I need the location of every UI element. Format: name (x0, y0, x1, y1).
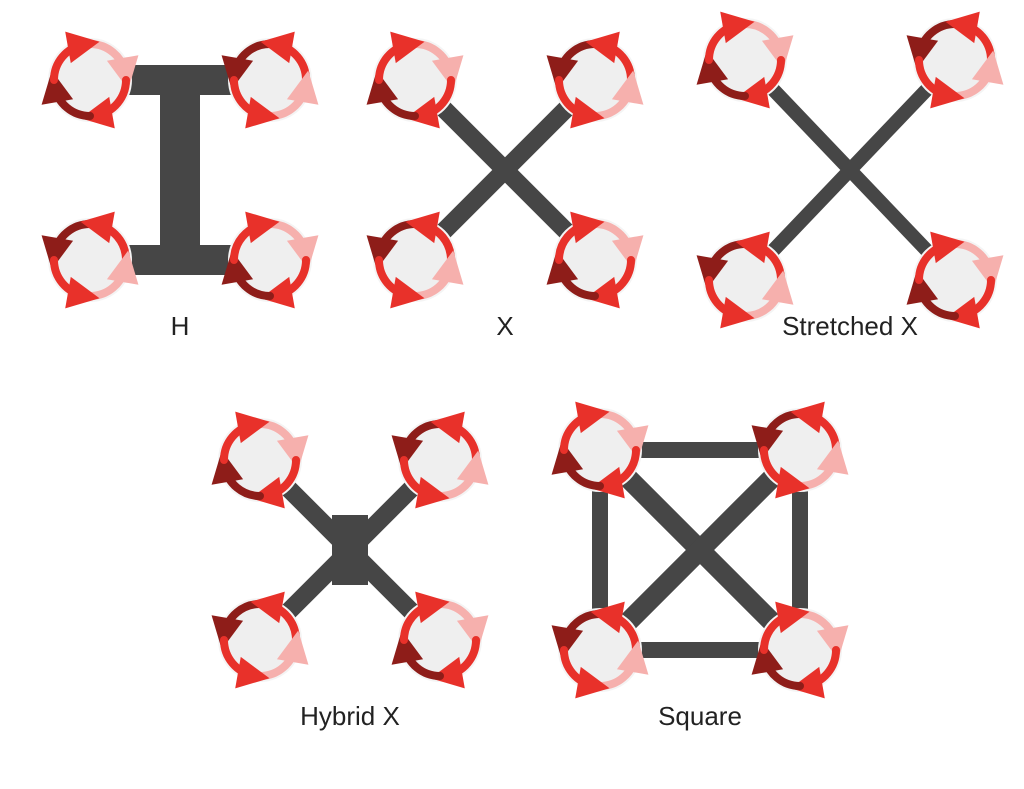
rotor-disc (563, 48, 627, 112)
rotor-disc (568, 618, 632, 682)
rotor-disc (923, 28, 987, 92)
rotor-disc (383, 228, 447, 292)
rotor-disc (58, 228, 122, 292)
config-StretchedX (703, 18, 997, 322)
rotor-disc (238, 48, 302, 112)
config-X (373, 38, 637, 302)
label-HybridX: Hybrid X (300, 701, 400, 731)
rotor-disc (568, 418, 632, 482)
rotor-disc (408, 428, 472, 492)
rotor-disc (228, 608, 292, 672)
rotor-disc (923, 248, 987, 312)
rotor-disc (768, 618, 832, 682)
label-Square: Square (658, 701, 742, 731)
rotor-disc (713, 28, 777, 92)
label-H: H (171, 311, 190, 341)
rotor-disc (768, 418, 832, 482)
config-HybridX (218, 418, 482, 682)
label-X: X (496, 311, 513, 341)
rotor-disc (563, 228, 627, 292)
rotor-disc (238, 228, 302, 292)
quadcopter-configurations-diagram: H X Stretched X Hybrid X Square (0, 0, 1024, 789)
frame-body (332, 515, 368, 585)
config-H (48, 38, 312, 302)
rotor-disc (383, 48, 447, 112)
rotor-disc (58, 48, 122, 112)
rotor-disc (713, 248, 777, 312)
label-StretchedX: Stretched X (782, 311, 918, 341)
rotor-disc (408, 608, 472, 672)
config-Square (558, 408, 842, 692)
rotor-disc (228, 428, 292, 492)
